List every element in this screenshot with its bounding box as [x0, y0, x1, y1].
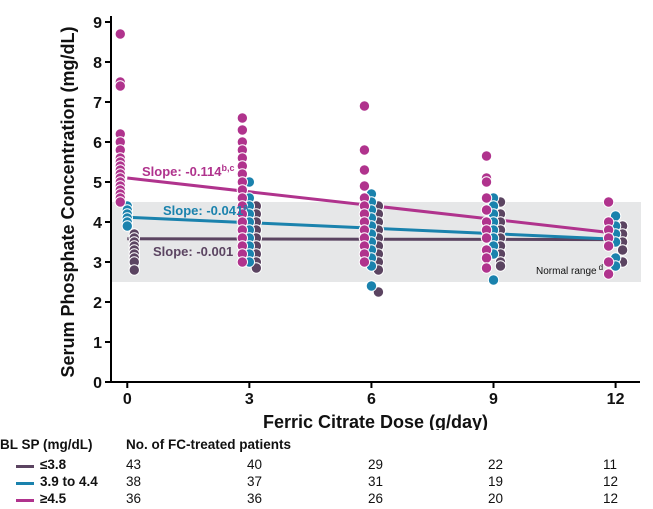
- x-tick-label: 0: [123, 391, 132, 408]
- data-point-high: [480, 150, 493, 162]
- count-cell: 36: [126, 491, 142, 506]
- legend-swatch-mid: [16, 482, 34, 485]
- y-tick-label: 6: [93, 135, 102, 152]
- count-cell: 26: [368, 491, 384, 506]
- y-tick-label: 2: [93, 295, 102, 312]
- count-cell: 40: [247, 457, 263, 472]
- count-cell: 19: [488, 474, 504, 489]
- count-cell: 11: [603, 457, 618, 472]
- data-point-high: [114, 196, 126, 208]
- slope-footnote-mid: a: [243, 202, 249, 212]
- data-point-high: [602, 196, 615, 208]
- normal-range-label: Normal range d: [536, 263, 603, 277]
- table-row: 3.9 to 4.4 38 37 31 19 12: [0, 474, 653, 492]
- count-cell: 12: [603, 474, 619, 489]
- y-axis-title: Serum Phosphate Concentration (mg/dL): [58, 26, 78, 377]
- data-point-high: [480, 232, 493, 244]
- count-cell: 12: [603, 491, 619, 506]
- count-cell: 29: [368, 457, 384, 472]
- data-point-high: [236, 112, 249, 124]
- y-tick-label: 9: [93, 15, 102, 32]
- y-tick-label: 8: [93, 55, 102, 72]
- count-cell: 38: [126, 474, 142, 489]
- table-header-count: No. of FC-treated patients: [126, 437, 292, 452]
- y-tick-label: 4: [93, 215, 102, 232]
- table-header-group: BL SP (mg/dL): [0, 437, 93, 452]
- x-tick-label: 3: [245, 391, 254, 408]
- data-point-high: [602, 256, 615, 268]
- data-point-high: [480, 176, 493, 188]
- data-point-mid: [121, 220, 133, 232]
- data-point-mid: [487, 274, 500, 286]
- patient-count-table: BL SP (mg/dL) No. of FC-treated patients…: [0, 437, 653, 509]
- y-tick-label: 1: [93, 335, 102, 352]
- x-tick-label: 6: [367, 391, 376, 408]
- data-point-high: [480, 192, 493, 204]
- row-label: 3.9 to 4.4: [40, 474, 98, 489]
- slope-label-high: Slope: -0.114b,c: [142, 163, 235, 179]
- y-tick-label: 7: [93, 95, 102, 112]
- count-cell: 36: [247, 491, 263, 506]
- y-tick-label: 0: [93, 375, 102, 392]
- data-point-high: [480, 252, 493, 264]
- slope-footnote-high: b,c: [221, 163, 234, 173]
- count-cell: 22: [488, 457, 504, 472]
- x-tick-label: 12: [607, 391, 625, 408]
- data-point-high: [236, 124, 249, 136]
- data-point-low: [616, 244, 629, 256]
- data-point-high: [358, 144, 371, 156]
- data-point-high: [602, 268, 615, 280]
- normal-range-footnote: d: [599, 263, 603, 272]
- row-label: ≤3.8: [40, 457, 67, 472]
- y-tick-label: 5: [93, 175, 102, 192]
- table-row: ≥4.5 36 36 26 20 12: [0, 491, 653, 509]
- data-point-low: [494, 260, 507, 272]
- data-point-high: [602, 240, 615, 252]
- data-point-high: [358, 100, 371, 112]
- legend-swatch-high: [16, 499, 34, 502]
- data-point-high: [114, 80, 126, 92]
- data-point-high: [358, 256, 371, 268]
- data-point-high: [114, 28, 126, 40]
- slope-label-mid: Slope: -0.041a: [163, 202, 249, 218]
- data-point-mid: [365, 280, 378, 292]
- x-axis-title: Ferric Citrate Dose (g/day): [263, 412, 488, 430]
- data-point-high: [480, 262, 493, 274]
- count-cell: 20: [488, 491, 504, 506]
- count-cell: 37: [247, 474, 263, 489]
- data-point-high: [236, 256, 249, 268]
- slope-label-low: Slope: -0.001: [153, 244, 233, 259]
- data-point-high: [358, 180, 371, 192]
- data-point-high: [480, 204, 493, 216]
- count-cell: 43: [126, 457, 142, 472]
- table-row: ≤3.8 43 40 29 22 11: [0, 457, 653, 475]
- legend-swatch-low: [16, 465, 34, 468]
- data-point-low: [128, 264, 140, 276]
- count-cell: 31: [368, 474, 384, 489]
- row-label: ≥4.5: [40, 491, 67, 506]
- x-tick-label: 9: [489, 391, 498, 408]
- data-point-high: [358, 164, 371, 176]
- y-tick-label: 3: [93, 255, 102, 272]
